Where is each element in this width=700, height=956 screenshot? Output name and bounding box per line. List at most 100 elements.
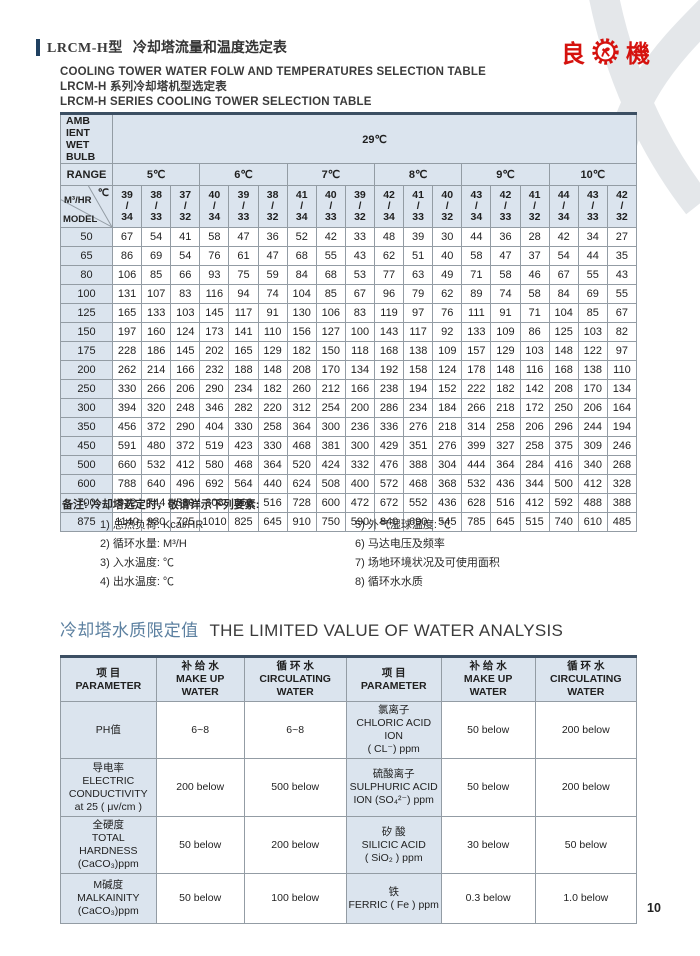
value-cell: 208: [548, 379, 579, 399]
wa-parameter-cell: 导电率 ELECTRIC CONDUCTIVITY at 25 ( μv/cm …: [60, 758, 157, 817]
value-cell: 182: [257, 379, 288, 399]
value-cell: 96: [373, 284, 405, 304]
temp-pair-header: 41 / 34: [286, 185, 317, 228]
value-cell: 206: [519, 417, 550, 437]
value-cell: 54: [141, 227, 172, 247]
ambient-temp-value: 29℃: [112, 113, 637, 164]
value-cell: 234: [403, 398, 434, 418]
value-cell: 118: [344, 341, 375, 361]
wa-value-cell: 50 below: [534, 816, 638, 874]
table-row: 300 394 320 248 346 282 220 312 254 200 286 234 184 2…: [60, 398, 638, 418]
wa-column-header: 补 给 水 MAKE UP WATER: [155, 656, 245, 702]
value-cell: 336: [373, 417, 405, 437]
value-cell: 624: [286, 474, 317, 494]
wa-value-cell: 200 below: [243, 816, 347, 874]
value-cell: 55: [315, 246, 346, 266]
value-cell: 440: [257, 474, 288, 494]
value-cell: 552: [403, 493, 434, 513]
value-cell: 468: [286, 436, 317, 456]
temp-pair-header: 38 / 33: [141, 185, 172, 228]
value-cell: 133: [141, 303, 172, 323]
value-cell: 564: [228, 474, 259, 494]
value-cell: 725: [170, 512, 201, 532]
value-cell: 424: [315, 455, 346, 475]
value-cell: 127: [315, 322, 346, 342]
temp-pair-header: 40 / 32: [432, 185, 463, 228]
model-cell: 125: [60, 303, 113, 323]
value-cell: 36: [257, 227, 288, 247]
value-cell: 364: [257, 455, 288, 475]
water-analysis-title-en: THE LIMITED VALUE OF WATER ANALYSIS: [209, 621, 564, 640]
value-cell: 69: [577, 284, 608, 304]
value-cell: 222: [461, 379, 492, 399]
value-cell: 58: [519, 284, 550, 304]
value-cell: 480: [141, 436, 172, 456]
value-cell: 690: [403, 512, 434, 532]
model-cell: 65: [60, 246, 113, 266]
wa-parameter-cell: 氯离子 CHLORIC ACID ION ( CL⁻) ppm: [345, 701, 442, 759]
value-cell: 100: [344, 322, 375, 342]
note-item: 4) 出水温度: ℃: [100, 576, 174, 588]
value-cell: 119: [373, 303, 405, 323]
value-cell: 141: [228, 322, 259, 342]
value-cell: 47: [228, 227, 259, 247]
table-row: 125 165 133 103 145 117 91 130 106 83 119 97 76 111 91…: [60, 303, 638, 323]
model-cell: 175: [60, 341, 113, 361]
value-cell: 404: [199, 417, 230, 437]
value-cell: 234: [228, 379, 259, 399]
wa-value-cell: 200 below: [534, 701, 638, 759]
value-cell: 129: [490, 341, 521, 361]
value-cell: 640: [141, 474, 172, 494]
model-cell: 500: [60, 455, 113, 475]
value-cell: 53: [344, 265, 375, 285]
value-cell: 197: [111, 322, 143, 342]
value-cell: 143: [373, 322, 405, 342]
value-cell: 33: [344, 227, 375, 247]
value-cell: 388: [403, 455, 434, 475]
model-cell: 100: [60, 284, 113, 304]
value-cell: 825: [228, 512, 259, 532]
value-cell: 89: [461, 284, 492, 304]
table-row: 450 591 480 372 519 423 330 468 381 300 429 351 276 3…: [60, 436, 638, 456]
value-cell: 516: [490, 493, 521, 513]
value-cell: 276: [432, 436, 463, 456]
value-cell: 910: [286, 512, 317, 532]
value-cell: 580: [199, 455, 230, 475]
temp-pair-header: 43 / 34: [461, 185, 492, 228]
value-cell: 423: [228, 436, 259, 456]
value-cell: 436: [490, 474, 521, 494]
value-cell: 248: [170, 398, 201, 418]
value-cell: 444: [461, 455, 492, 475]
value-cell: 30: [432, 227, 463, 247]
value-cell: 290: [170, 417, 201, 437]
value-cell: 515: [519, 512, 550, 532]
value-cell: 788: [111, 474, 143, 494]
temp-pair-header: 42 / 34: [373, 185, 405, 228]
wa-column-header: 项 目 PARAMETER: [60, 656, 157, 702]
value-cell: 232: [199, 360, 230, 380]
value-cell: 246: [606, 436, 638, 456]
value-cell: 138: [577, 360, 608, 380]
value-cell: 254: [315, 398, 346, 418]
value-cell: 244: [577, 417, 608, 437]
wa-value-cell: 50 below: [440, 758, 536, 817]
value-cell: 93: [199, 265, 230, 285]
value-cell: 77: [373, 265, 405, 285]
value-cell: 55: [606, 284, 638, 304]
value-cell: 173: [199, 322, 230, 342]
corner-flow-label: M³/HR: [64, 195, 92, 206]
value-cell: 1140: [111, 512, 143, 532]
value-cell: 381: [315, 436, 346, 456]
range-label: RANGE: [60, 163, 113, 186]
value-cell: 572: [373, 474, 405, 494]
table-row: 导电率 ELECTRIC CONDUCTIVITY at 25 ( μv/cm …: [60, 758, 638, 817]
range-temp-header: 8℃: [373, 163, 463, 186]
notes-heading: 备注: 冷却塔选定时，敬请详示下列要素:: [62, 499, 260, 511]
value-cell: 37: [519, 246, 550, 266]
value-cell: 412: [170, 455, 201, 475]
value-cell: 164: [606, 398, 638, 418]
temp-pair-header: 37 / 32: [170, 185, 201, 228]
value-cell: 532: [141, 455, 172, 475]
water-analysis-table: 项 目 PARAMETER 补 给 水 MAKE UP WATER 循 环 水 CI…: [60, 655, 638, 924]
value-cell: 388: [606, 493, 638, 513]
